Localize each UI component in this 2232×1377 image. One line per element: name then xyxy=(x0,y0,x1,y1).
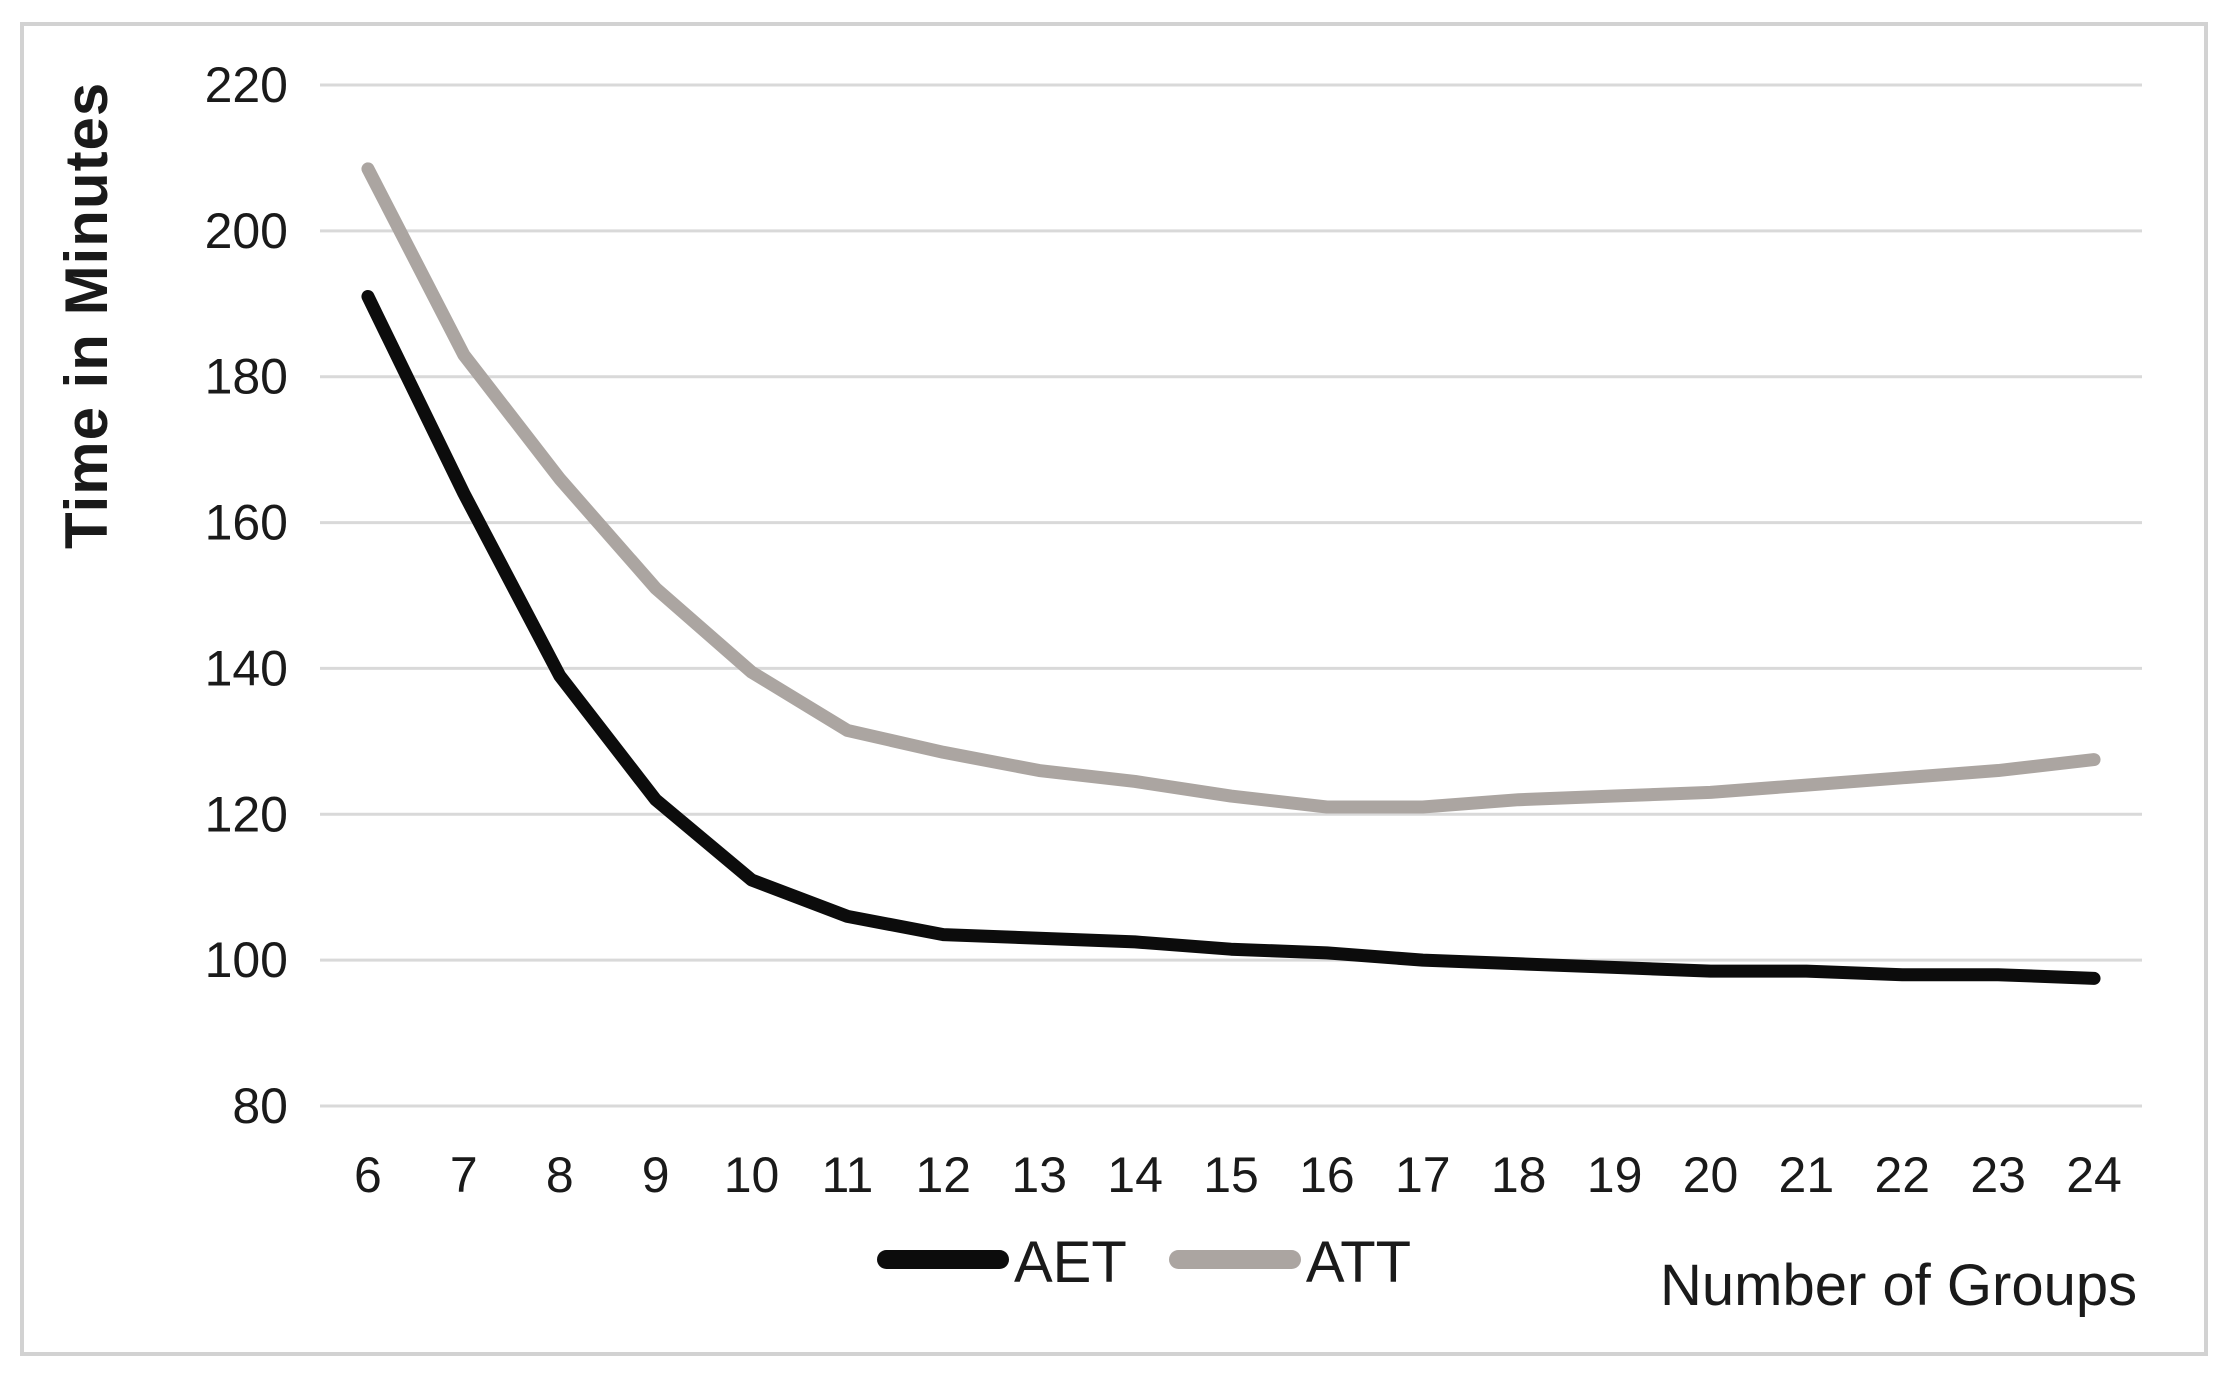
x-tick-label: 6 xyxy=(354,1147,382,1203)
x-tick-label: 13 xyxy=(1011,1147,1067,1203)
x-tick-label: 16 xyxy=(1299,1147,1355,1203)
legend: AET ATT xyxy=(877,1223,1412,1296)
series-lines xyxy=(361,162,2101,985)
legend-item-att: ATT xyxy=(1168,1223,1412,1296)
x-tick-label: 17 xyxy=(1395,1147,1451,1203)
x-tick-label: 20 xyxy=(1683,1147,1739,1203)
x-axis-title: Number of Groups xyxy=(1660,1253,2138,1318)
x-tick-label: 7 xyxy=(450,1147,478,1203)
x-tick-label: 14 xyxy=(1107,1147,1163,1203)
x-tick-label: 19 xyxy=(1587,1147,1643,1203)
series-line-att xyxy=(361,162,2101,814)
series-line-aet xyxy=(361,289,2101,985)
legend-label-aet: AET xyxy=(1014,1229,1127,1295)
y-tick-label: 200 xyxy=(205,203,288,259)
x-tick-label: 22 xyxy=(1874,1147,1930,1203)
x-tick-label: 18 xyxy=(1491,1147,1547,1203)
x-tick-label: 8 xyxy=(546,1147,574,1203)
x-axis-ticks: 6 7 8 9 10 11 12 13 14 15 16 17 18 19 20 21 22 23 24 xyxy=(354,1147,2122,1203)
x-tick-label: 11 xyxy=(821,1147,873,1203)
x-tick-label: 12 xyxy=(916,1147,972,1203)
y-axis-title: Time in Minutes xyxy=(53,81,120,550)
y-tick-label: 80 xyxy=(232,1078,288,1134)
att-line-swatch-icon xyxy=(1168,1249,1301,1269)
x-tick-label: 24 xyxy=(2066,1147,2122,1203)
gridlines xyxy=(320,83,2142,1108)
chart-frame xyxy=(20,22,2208,1356)
x-tick-label: 10 xyxy=(724,1147,780,1203)
y-tick-label: 160 xyxy=(205,495,288,551)
x-tick-label: 21 xyxy=(1779,1147,1835,1203)
legend-label-att: ATT xyxy=(1305,1229,1412,1295)
legend-item-aet: AET xyxy=(877,1223,1127,1296)
y-axis-ticks: 80 100 120 140 160 180 200 220 xyxy=(205,57,288,1134)
y-tick-label: 120 xyxy=(205,786,288,842)
y-tick-label: 100 xyxy=(205,932,288,988)
x-tick-label: 9 xyxy=(642,1147,670,1203)
aet-line-swatch-icon xyxy=(877,1249,1009,1269)
x-tick-label: 15 xyxy=(1203,1147,1259,1203)
y-tick-label: 140 xyxy=(205,640,288,696)
y-tick-label: 220 xyxy=(205,57,288,113)
x-tick-label: 23 xyxy=(1970,1147,2026,1203)
y-tick-label: 180 xyxy=(205,349,288,405)
